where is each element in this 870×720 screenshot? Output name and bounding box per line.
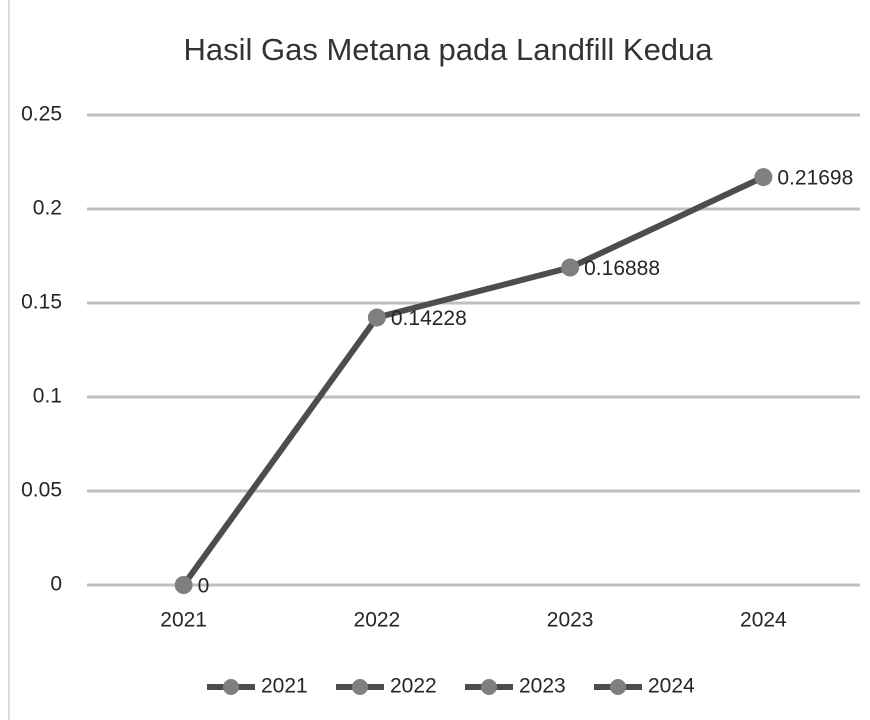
- legend-marker: [481, 679, 497, 695]
- data-line: [181, 174, 765, 587]
- x-tick-label: 2024: [740, 609, 787, 632]
- legend-label: 2022: [390, 675, 437, 698]
- data-point: [367, 308, 386, 327]
- data-label: 0.21698: [777, 167, 853, 190]
- y-tick-label: 0.1: [33, 385, 62, 408]
- data-label: 0: [198, 575, 210, 598]
- x-tick-label: 2023: [547, 609, 594, 632]
- data-point: [754, 168, 773, 187]
- y-tick-label: 0.25: [21, 103, 62, 126]
- legend-label: 2021: [261, 675, 308, 698]
- data-label: 0.16888: [584, 257, 660, 280]
- y-tick-label: 0: [50, 573, 62, 596]
- chart-title: Hasil Gas Metana pada Landfill Kedua: [183, 32, 713, 67]
- x-tick-label: 2021: [160, 609, 207, 632]
- y-tick-label: 0.05: [21, 479, 62, 502]
- data-point: [561, 258, 580, 277]
- y-tick-label: 0.2: [33, 197, 62, 220]
- data-label: 0.14228: [391, 307, 467, 330]
- legend-marker: [223, 679, 239, 695]
- x-tick-label: 2022: [354, 609, 401, 632]
- legend-marker: [610, 679, 626, 695]
- data-point: [174, 576, 193, 594]
- legend-label: 2023: [519, 675, 566, 698]
- legend-label: 2024: [648, 675, 695, 698]
- y-tick-label: 0.15: [21, 291, 62, 314]
- legend-marker: [352, 679, 368, 695]
